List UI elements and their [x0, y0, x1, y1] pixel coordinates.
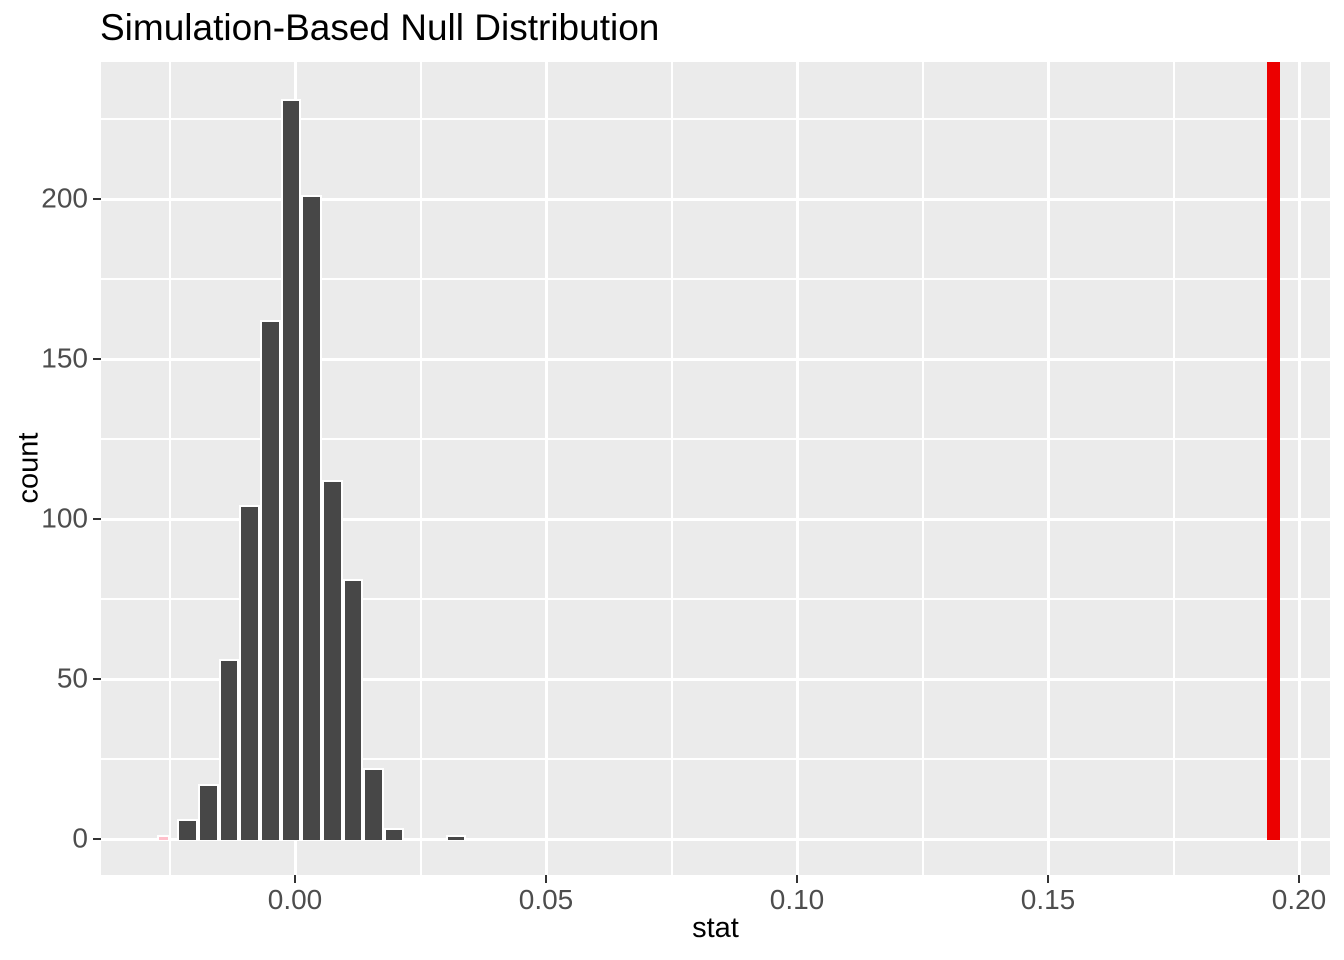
gridline-major-vertical — [544, 62, 548, 875]
gridline-minor-horizontal — [101, 758, 1330, 760]
gridline-major-horizontal — [101, 357, 1330, 361]
histogram-bar — [363, 767, 384, 840]
x-axis-tick — [1298, 875, 1300, 883]
histogram-bar — [301, 194, 322, 840]
y-axis-tick — [93, 678, 101, 680]
gridline-major-horizontal — [101, 197, 1330, 201]
gridline-minor-horizontal — [101, 438, 1330, 440]
y-axis-tick — [93, 518, 101, 520]
y-tick-label: 50 — [56, 662, 88, 694]
x-axis-tick — [545, 875, 547, 883]
y-axis-tick — [93, 358, 101, 360]
gridline-major-horizontal — [101, 677, 1330, 681]
gridline-major-horizontal — [101, 517, 1330, 521]
x-tick-label: 0.05 — [518, 884, 574, 915]
y-axis-tick — [93, 198, 101, 200]
gridline-minor-vertical — [1172, 62, 1175, 875]
observed-stat-line — [1267, 62, 1281, 840]
y-tick-label: 200 — [41, 182, 88, 214]
x-axis-tick — [294, 875, 296, 883]
gridline-major-vertical — [1046, 62, 1050, 875]
gridline-minor-horizontal — [101, 598, 1330, 600]
x-tick-label: 0.15 — [1020, 884, 1076, 915]
x-tick-label: 0.00 — [267, 884, 323, 915]
histogram-bar — [177, 818, 199, 840]
gridline-major-horizontal — [101, 837, 1330, 841]
gridline-minor-vertical — [419, 62, 422, 875]
x-axis-tick — [1047, 875, 1049, 883]
x-tick-label: 0.10 — [769, 884, 825, 915]
x-tick-label: 0.20 — [1271, 884, 1327, 915]
histogram-bar — [198, 783, 219, 840]
y-axis-tick — [93, 838, 101, 840]
histogram-bar — [383, 828, 405, 840]
x-axis-title: stat — [692, 912, 739, 944]
histogram-bar — [156, 834, 170, 840]
y-tick-label: 100 — [41, 502, 88, 534]
histogram-bar — [239, 505, 260, 840]
y-tick-label: 150 — [41, 342, 88, 374]
histogram-bar — [280, 98, 302, 840]
gridline-major-vertical — [1297, 62, 1301, 875]
x-axis-tick — [796, 875, 798, 883]
histogram-bar — [445, 834, 467, 840]
histogram-bar — [218, 658, 240, 840]
gridline-minor-vertical — [921, 62, 924, 875]
gridline-minor-vertical — [670, 62, 673, 875]
gridline-minor-vertical — [168, 62, 171, 875]
gridline-major-vertical — [795, 62, 799, 875]
y-axis-title: count — [12, 432, 45, 504]
histogram-bar — [321, 479, 343, 840]
gridline-minor-horizontal — [101, 118, 1330, 120]
plot-panel — [101, 62, 1330, 875]
y-tick-label: 0 — [72, 822, 88, 854]
histogram-bar — [342, 578, 364, 840]
histogram-bar — [259, 319, 281, 840]
plot-title: Simulation-Based Null Distribution — [100, 7, 660, 48]
gridline-minor-horizontal — [101, 278, 1330, 280]
